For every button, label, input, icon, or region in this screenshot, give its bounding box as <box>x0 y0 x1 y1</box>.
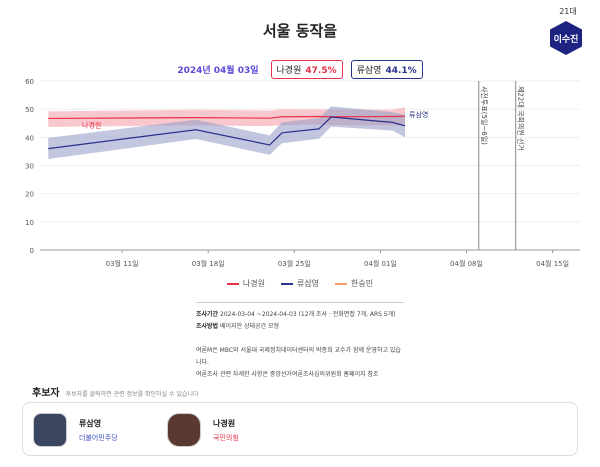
y-tick-label: 10 <box>25 219 34 227</box>
incumbent-badge[interactable]: 21대 이수진 <box>550 6 586 55</box>
summary-date: 2024년 04월 03일 <box>177 66 259 76</box>
pill-value: 47.5% <box>305 66 337 76</box>
x-tick-label: 03월 25일 <box>278 259 311 268</box>
x-tick-label: 03월 11일 <box>106 259 139 268</box>
series-line <box>48 116 406 150</box>
pill-value: 44.1% <box>385 66 417 76</box>
confidence-band <box>48 106 406 160</box>
series-line <box>48 115 406 120</box>
poll-chart: 0 10 20 30 40 50 60 03월 11일 03월 18일 03월 25일 04월 01… <box>25 78 580 268</box>
candidate-name: 나경원 <box>213 418 236 428</box>
summary-pill-ryu: 류삼영 44.1% <box>350 60 423 79</box>
x-tick-label: 04월 01일 <box>364 259 397 268</box>
survey-info: 조사기간 2024-03-04 ~2024-04-03 (12개 조사 · 전화… <box>196 302 404 381</box>
legend-item[interactable]: 류삼영 <box>280 278 319 289</box>
y-tick-label: 30 <box>25 163 34 171</box>
candidate-photo <box>167 413 201 447</box>
event-marker-label: 제22대 국회의원 선거 <box>517 86 526 151</box>
candidates-hint: 후보자를 클릭하면 관련 정보를 확인하실 수 있습니다 <box>65 391 199 398</box>
event-marker-label: 사전투표(5일~6일) <box>480 86 489 145</box>
candidate-party: 국민의힘 <box>213 433 239 442</box>
y-tick-label: 20 <box>25 191 34 199</box>
generation-label: 21대 <box>559 7 577 16</box>
pill-name: 나경원 <box>276 66 302 76</box>
candidate-photo <box>33 413 67 447</box>
candidate-party: 더불어민주당 <box>79 433 118 442</box>
note-2: 여론조사 관련 자세한 사항은 중앙선거여론조사심의위원회 홈페이지 참조 <box>196 371 379 378</box>
y-tick-label: 0 <box>30 247 34 255</box>
series-label: 류삼영 <box>409 110 428 119</box>
y-tick-label: 50 <box>25 106 34 114</box>
period-value: 2024-03-04 ~2024-04-03 (12개 조사 · 전화면접 7개… <box>220 311 396 318</box>
y-tick-label: 60 <box>25 78 34 86</box>
x-tick-label: 03월 18일 <box>192 259 225 268</box>
x-tick-label: 04월 15일 <box>536 259 569 268</box>
method-label: 조사방법 <box>196 323 219 330</box>
pill-name: 류삼영 <box>356 66 382 76</box>
candidates-heading: 후보자 후보자를 클릭하면 관련 정보를 확인하실 수 있습니다 <box>32 388 199 399</box>
legend-item[interactable]: 나경원 <box>226 278 265 289</box>
page-title: 서울 동작을 <box>262 22 338 40</box>
series-label: 나경원 <box>82 120 101 129</box>
candidate-name: 류삼영 <box>79 418 102 428</box>
summary-pill-na: 나경원 47.5% <box>270 60 343 79</box>
y-tick-label: 40 <box>25 134 34 142</box>
method-value: 베이지안 상태공간 모형 <box>220 323 280 330</box>
legend-item[interactable]: 한승민 <box>335 278 373 289</box>
note-1: 여론M은 MBC와 서울대 국제정치데이터센터의 박종희 교수가 함께 운영하고… <box>196 347 401 366</box>
x-tick-label: 04월 08일 <box>450 259 483 268</box>
legend: 나경원 류삼영 한승민 <box>0 278 600 289</box>
period-label: 조사기간 <box>196 311 219 318</box>
poll-summary: 2024년 04월 03일 나경원 47.5% 류삼영 44.1% <box>0 60 600 79</box>
